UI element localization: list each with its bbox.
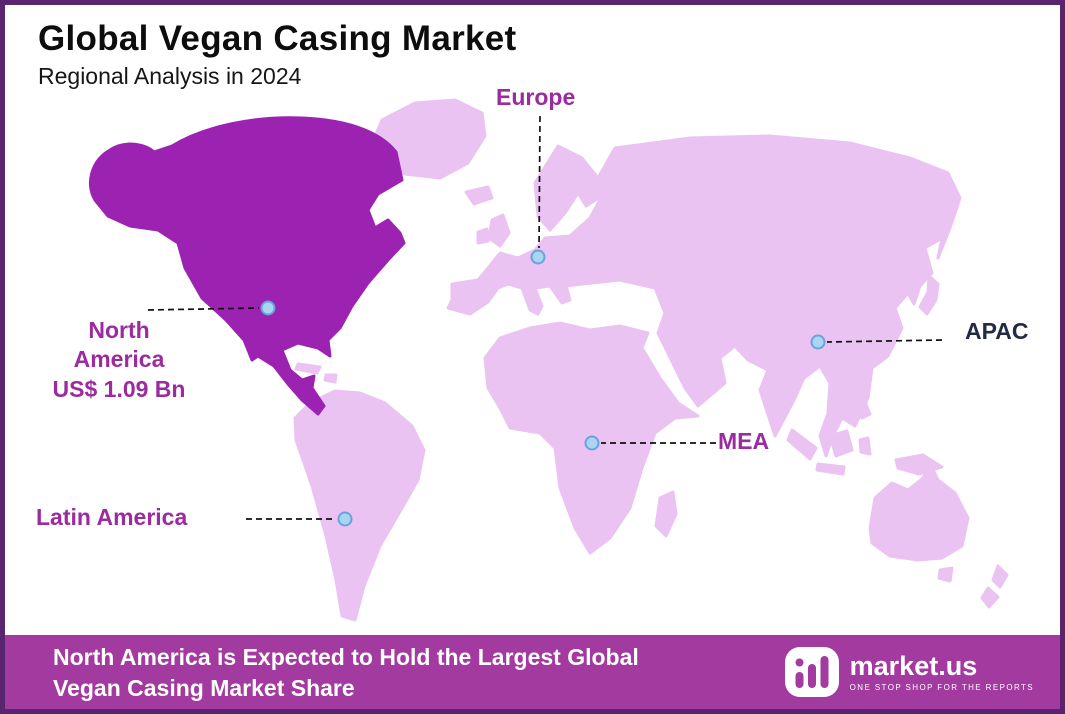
- europe-label: Europe: [496, 84, 576, 110]
- world-map: [88, 98, 1009, 622]
- mea-label: MEA: [718, 428, 770, 454]
- tasmania-region: [937, 566, 954, 583]
- europe-connector-line: [538, 115, 541, 249]
- north-america-marker-dot: [260, 300, 276, 316]
- latin-america-marker-dot: [337, 511, 353, 527]
- new-zealand-north-region: [991, 564, 1009, 589]
- philippines-region: [852, 382, 872, 420]
- north-america-label-line1: North: [88, 317, 150, 343]
- south-america-region: [293, 389, 426, 622]
- apac-marker-dot: [810, 334, 826, 350]
- europe-marker-dot: [530, 249, 546, 265]
- mea-marker-dot: [584, 435, 600, 451]
- north-america-label: North America US$ 1.09 Bn: [35, 316, 203, 404]
- java-region: [815, 462, 846, 476]
- sulawesi-region: [858, 436, 872, 456]
- banner-caption-line2: Vegan Casing Market Share: [53, 675, 355, 702]
- logo-tagline: ONE STOP SHOP FOR THE REPORTS: [849, 683, 1034, 693]
- apac-label: APAC: [965, 318, 1029, 344]
- ireland-region: [476, 227, 490, 245]
- north-america-label-line2: America: [73, 346, 165, 373]
- australia-region: [868, 461, 970, 562]
- north-america-connector-line: [147, 307, 260, 311]
- latin-america-label: Latin America: [36, 504, 188, 530]
- north-america-value: US$ 1.09 Bn: [52, 375, 186, 402]
- logo-name: market.us: [849, 650, 978, 681]
- sumatra-region: [786, 428, 818, 461]
- apac-connector-line: [826, 339, 943, 343]
- marketus-logo-icon: [784, 647, 839, 697]
- page-subtitle: Regional Analysis in 2024: [38, 63, 302, 90]
- logo-text-block: market.us ONE STOP SHOP FOR THE REPORTS: [849, 650, 1034, 693]
- eurasia-region: [446, 134, 962, 458]
- hispaniola-region: [323, 373, 338, 384]
- cuba-region: [294, 362, 322, 375]
- uk-region: [487, 213, 511, 248]
- bottom-banner: North America is Expected to Hold the La…: [5, 635, 1060, 709]
- iceland-region: [464, 185, 494, 206]
- new-zealand-south-region: [980, 586, 1000, 609]
- marketus-logo: market.us ONE STOP SHOP FOR THE REPORTS: [784, 646, 1034, 698]
- header: Global Vegan Casing Market Regional Anal…: [38, 19, 517, 90]
- page-title: Global Vegan Casing Market: [38, 19, 517, 58]
- borneo-region: [828, 429, 854, 458]
- banner-caption-line1: North America is Expected to Hold the La…: [53, 644, 639, 670]
- banner-caption: North America is Expected to Hold the La…: [53, 642, 639, 704]
- north-america-region: [88, 116, 406, 416]
- madagascar-region: [654, 490, 678, 538]
- japan-region: [918, 274, 940, 316]
